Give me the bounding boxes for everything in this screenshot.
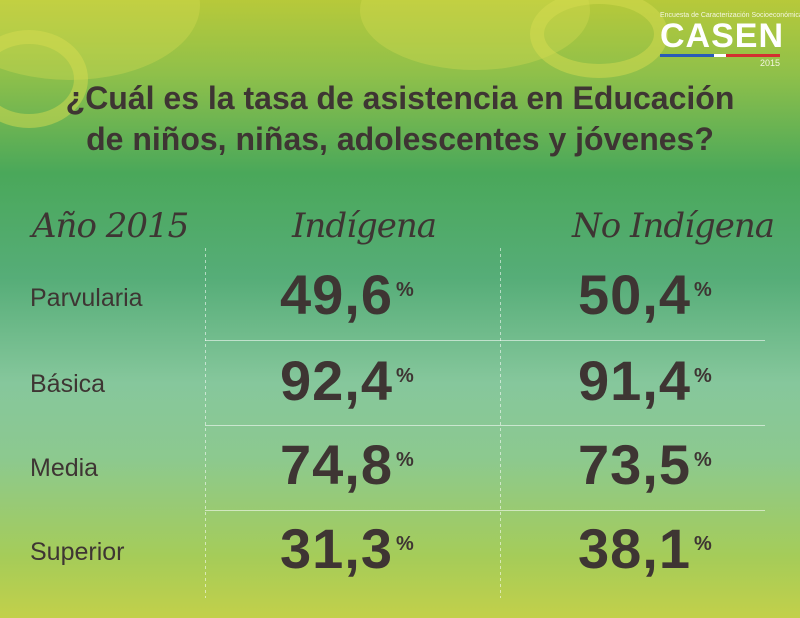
column-divider <box>500 248 501 598</box>
table-row: Parvularia 49,6% 50,4% <box>0 262 800 342</box>
row-divider <box>205 425 765 426</box>
value-indigena: 31,3% <box>280 517 415 580</box>
header-indigena: Indígena <box>292 206 437 246</box>
table-row: Superior 31,3% 38,1% <box>0 516 800 596</box>
row-divider <box>205 510 765 511</box>
value-no-indigena: 38,1% <box>578 517 713 580</box>
logo-name: CASEN <box>660 17 785 55</box>
value-indigena: 92,4% <box>280 349 415 412</box>
title-line-1: ¿Cuál es la tasa de asistencia en Educac… <box>65 80 735 116</box>
row-label: Superior <box>30 538 125 566</box>
table-row: Básica 92,4% 91,4% <box>0 348 800 428</box>
row-label: Media <box>30 454 99 482</box>
value-indigena: 74,8% <box>280 433 415 496</box>
value-no-indigena: 91,4% <box>578 349 713 412</box>
logo-flag-bar <box>660 54 780 57</box>
row-divider <box>205 340 765 341</box>
casen-logo: Encuesta de Caracterización Socioeconómi… <box>660 12 800 68</box>
row-label: Básica <box>30 370 106 398</box>
page-title: ¿Cuál es la tasa de asistencia en Educac… <box>40 78 760 160</box>
value-no-indigena: 50,4% <box>578 263 713 326</box>
value-no-indigena: 73,5% <box>578 433 713 496</box>
header-year: Año 2015 <box>32 206 189 246</box>
logo-year: 2015 <box>759 58 780 68</box>
table-row: Media 74,8% 73,5% <box>0 432 800 512</box>
row-label: Parvularia <box>30 284 143 312</box>
column-divider <box>205 248 206 598</box>
logo-subtitle: Encuesta de Caracterización Socioeconómi… <box>660 12 800 19</box>
header-no-indigena: No Indígena <box>572 206 775 246</box>
value-indigena: 49,6% <box>280 263 415 326</box>
title-line-2: de niños, niñas, adolescentes y jóvenes? <box>86 121 714 157</box>
